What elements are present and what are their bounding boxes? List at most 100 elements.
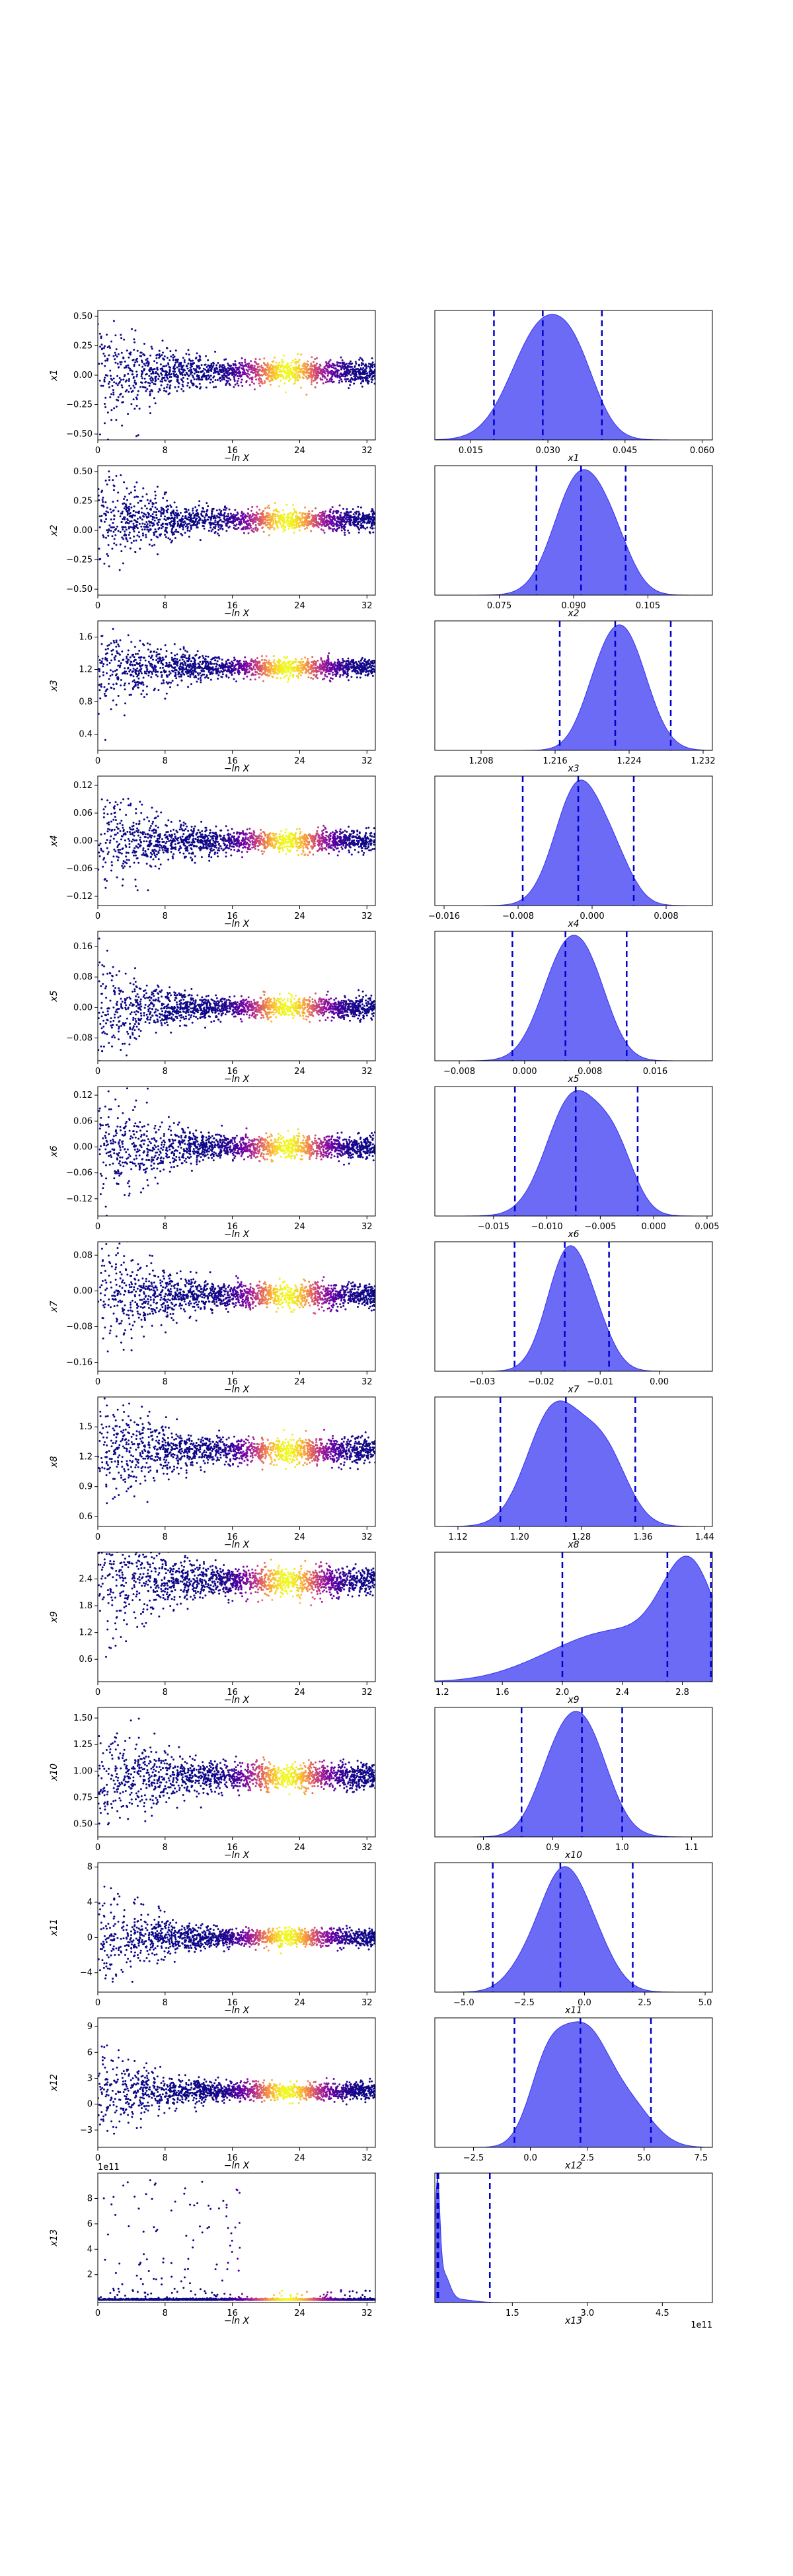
trace-point bbox=[359, 520, 361, 523]
trace-point bbox=[276, 673, 279, 676]
trace-point bbox=[135, 524, 138, 526]
trace-point bbox=[138, 364, 141, 367]
trace-point bbox=[254, 373, 257, 376]
trace-point bbox=[317, 659, 319, 662]
trace-point bbox=[320, 370, 322, 373]
trace-point bbox=[115, 683, 118, 685]
trace-point bbox=[373, 370, 375, 373]
trace-point bbox=[343, 368, 346, 371]
trace-point bbox=[163, 358, 165, 361]
trace-point bbox=[169, 524, 172, 526]
trace-point bbox=[327, 655, 329, 657]
trace-point bbox=[326, 378, 328, 380]
trace-point bbox=[98, 659, 101, 661]
trace-point bbox=[373, 382, 375, 385]
trace-point bbox=[136, 667, 139, 670]
trace-point bbox=[280, 361, 283, 363]
trace-point bbox=[180, 532, 182, 535]
trace-point bbox=[370, 372, 373, 375]
y-tick-label: 0.50 bbox=[73, 312, 93, 322]
trace-point bbox=[242, 528, 245, 530]
trace-point bbox=[175, 373, 178, 376]
trace-point bbox=[100, 643, 103, 645]
trace-point bbox=[108, 682, 110, 685]
trace-point bbox=[108, 565, 110, 567]
trace-point bbox=[128, 356, 130, 359]
trace-point bbox=[176, 658, 178, 661]
trace-point bbox=[246, 515, 248, 518]
trace-point bbox=[182, 371, 184, 374]
trace-point bbox=[117, 643, 120, 646]
trace-point bbox=[199, 672, 202, 674]
trace-point bbox=[128, 390, 130, 393]
trace-point bbox=[121, 511, 124, 513]
trace-point bbox=[270, 520, 272, 522]
trace-point bbox=[237, 384, 240, 387]
trace-point bbox=[104, 657, 107, 659]
trace-point bbox=[245, 670, 247, 672]
trace-point bbox=[188, 514, 191, 517]
trace-point bbox=[137, 390, 139, 392]
trace-point bbox=[259, 369, 262, 372]
trace-point bbox=[233, 678, 235, 680]
trace-point bbox=[108, 479, 110, 482]
trace-point bbox=[369, 520, 371, 523]
trace-point bbox=[257, 363, 260, 365]
trace-point bbox=[242, 373, 244, 376]
trace-point bbox=[282, 662, 284, 664]
trace-point bbox=[326, 380, 329, 383]
trace-point bbox=[135, 404, 138, 407]
trace-point bbox=[131, 328, 133, 330]
trace-point bbox=[105, 536, 107, 539]
trace-point bbox=[373, 665, 375, 668]
trace-point bbox=[133, 515, 136, 517]
trace-point bbox=[267, 670, 270, 673]
trace-point bbox=[347, 529, 350, 532]
x-tick-label: 8 bbox=[163, 446, 168, 456]
trace-point bbox=[225, 379, 228, 382]
trace-point bbox=[155, 361, 158, 364]
trace-point bbox=[327, 669, 329, 672]
trace-point bbox=[170, 657, 173, 659]
trace-point bbox=[232, 522, 235, 524]
trace-point bbox=[246, 668, 249, 671]
trace-point bbox=[147, 661, 150, 663]
trace-point bbox=[320, 671, 322, 674]
trace-point bbox=[205, 375, 208, 377]
trace-point bbox=[165, 655, 167, 658]
trace-point bbox=[361, 359, 364, 362]
trace-point bbox=[358, 511, 360, 513]
trace-point bbox=[237, 673, 240, 676]
trace-point bbox=[240, 520, 243, 523]
trace-point bbox=[106, 652, 108, 655]
trace-point bbox=[108, 345, 110, 347]
trace-point bbox=[248, 366, 251, 369]
trace-point bbox=[167, 383, 169, 386]
trace-point bbox=[238, 660, 241, 662]
trace-point bbox=[272, 661, 275, 664]
trace-point bbox=[183, 359, 186, 361]
trace-point bbox=[240, 666, 243, 668]
trace-point bbox=[133, 496, 136, 499]
trace-point bbox=[365, 670, 367, 672]
trace-point bbox=[229, 521, 232, 523]
trace-point bbox=[208, 369, 210, 371]
trace-point bbox=[339, 362, 342, 364]
trace-point bbox=[299, 519, 302, 521]
trace-point bbox=[297, 371, 299, 374]
trace-point bbox=[100, 520, 102, 522]
trace-point bbox=[273, 672, 276, 674]
trace-point bbox=[165, 491, 167, 494]
y-axis-label: x2 bbox=[49, 524, 59, 536]
trace-point bbox=[246, 376, 249, 378]
trace-point bbox=[148, 406, 151, 408]
trace-point bbox=[332, 371, 335, 373]
trace-point bbox=[106, 507, 108, 509]
trace-point bbox=[344, 514, 346, 517]
trace-point bbox=[112, 391, 115, 394]
trace-point bbox=[112, 670, 114, 673]
trace-point bbox=[198, 504, 200, 507]
trace-point bbox=[112, 526, 115, 528]
trace-point bbox=[145, 666, 148, 669]
trace-point bbox=[114, 506, 117, 509]
